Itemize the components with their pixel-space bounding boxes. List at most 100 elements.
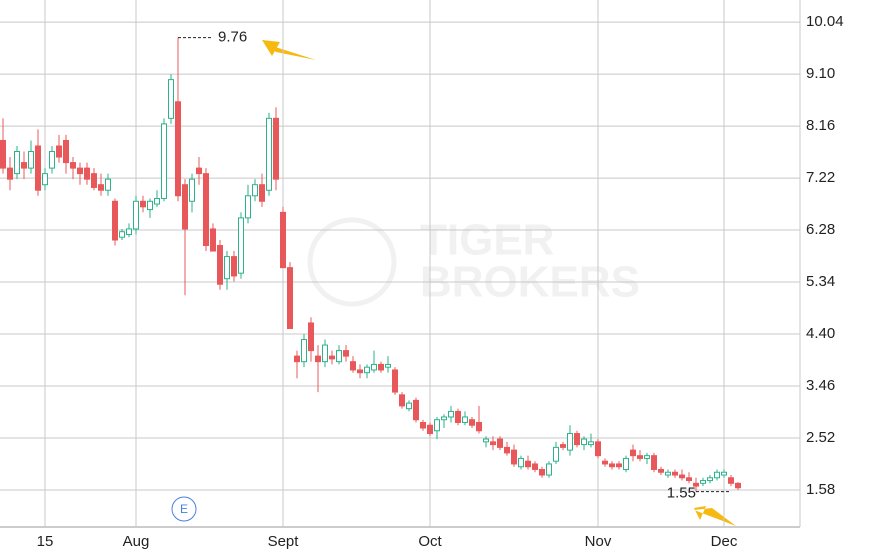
candle-body <box>70 162 76 169</box>
candle-body <box>609 463 615 468</box>
candle-body <box>637 455 643 459</box>
candle-body <box>42 173 48 186</box>
candle-body <box>161 123 167 200</box>
candle-body <box>483 438 489 443</box>
candle-body <box>371 363 377 371</box>
candle-body <box>196 167 202 175</box>
candle-body <box>21 162 27 169</box>
candle-body <box>455 410 461 423</box>
candle-body <box>336 350 342 363</box>
y-tick-label: 5.34 <box>806 273 835 290</box>
candle-body <box>700 480 706 484</box>
candle-body <box>532 463 538 470</box>
annotation-label: 1.55 <box>667 485 696 502</box>
candle-body <box>581 438 587 446</box>
candle-body <box>119 231 125 238</box>
y-tick-label: 8.16 <box>806 117 835 134</box>
candle-body <box>112 200 118 241</box>
candle-body <box>406 402 412 410</box>
candle-body <box>511 449 517 465</box>
candle-body <box>273 117 279 180</box>
y-tick-label: 1.58 <box>806 481 835 498</box>
x-tick-label: Oct <box>418 533 442 550</box>
candle-body <box>308 322 314 352</box>
y-tick-label: 3.46 <box>806 377 835 394</box>
candle-body <box>623 457 629 470</box>
candle-body <box>147 200 153 211</box>
candle-body <box>154 198 160 205</box>
x-tick-label: Sept <box>268 533 300 550</box>
candle-body <box>525 460 531 468</box>
candle-body <box>469 419 475 426</box>
candle-body <box>175 101 181 197</box>
y-tick-label: 6.28 <box>806 221 835 238</box>
candle-body <box>574 433 580 446</box>
candle-body <box>28 151 34 169</box>
x-tick-label: Dec <box>711 533 738 550</box>
candle-body <box>399 394 405 407</box>
y-tick-label: 9.10 <box>806 65 835 82</box>
candle-body <box>518 457 524 468</box>
candle-body <box>546 463 552 476</box>
candle-body <box>707 477 713 482</box>
candle-body <box>504 446 510 454</box>
plot: 1.58 2.52 3.46 4.40 5.34 6.28 7.22 8.16 9.10 10.0… <box>0 0 844 550</box>
candle-body <box>686 477 692 482</box>
candle-body <box>7 167 13 180</box>
candle-body <box>392 369 398 393</box>
candle-body <box>595 441 601 457</box>
candle-body <box>0 139 6 169</box>
y-tick-label: 4.40 <box>806 325 835 342</box>
candle-body <box>91 173 97 188</box>
candle-body <box>252 184 258 197</box>
candle-body <box>343 350 349 357</box>
candle-body <box>476 421 482 432</box>
candle-body <box>350 361 356 371</box>
candle-body <box>539 468 545 476</box>
candle-body <box>420 421 426 429</box>
candle-body <box>84 167 90 180</box>
candle-body <box>126 228 132 235</box>
candle-body <box>434 419 440 432</box>
candle-body <box>301 339 307 363</box>
candle-body <box>364 366 370 374</box>
y-tick-label: 2.52 <box>806 429 835 446</box>
candle-body <box>735 482 741 489</box>
x-tick-label: 15 <box>37 533 54 550</box>
candle-body <box>560 444 566 448</box>
candle-body <box>378 363 384 371</box>
candle-body <box>441 416 447 421</box>
candle-body <box>35 145 41 191</box>
candle-body <box>294 355 300 363</box>
candle-body <box>728 477 734 484</box>
candle-body <box>644 455 650 459</box>
y-tick-label: 7.22 <box>806 169 835 186</box>
candle-body <box>602 460 608 465</box>
candle-body <box>49 151 55 169</box>
candle-body <box>658 468 664 473</box>
candle-body <box>553 446 559 462</box>
candle-body <box>259 184 265 202</box>
candle-body <box>322 344 328 363</box>
watermark-logo <box>307 217 397 307</box>
candle-body <box>266 117 272 191</box>
candle-body <box>133 200 139 230</box>
candle-body <box>203 173 209 247</box>
candle-body <box>462 416 468 423</box>
candle-body <box>651 455 657 470</box>
candle-body <box>679 474 685 479</box>
event-label: E <box>180 502 188 516</box>
candle-body <box>210 228 216 252</box>
candle-body <box>287 267 293 329</box>
candle-body <box>385 363 391 368</box>
candle-body <box>182 184 188 230</box>
candle-body <box>231 256 237 277</box>
candle-body <box>588 441 594 446</box>
candle-body <box>616 463 622 468</box>
candle-body <box>98 184 104 191</box>
y-tick-label: 10.04 <box>806 13 844 30</box>
candle-body <box>315 355 321 363</box>
candle-body <box>490 441 496 446</box>
candle-body <box>448 410 454 418</box>
